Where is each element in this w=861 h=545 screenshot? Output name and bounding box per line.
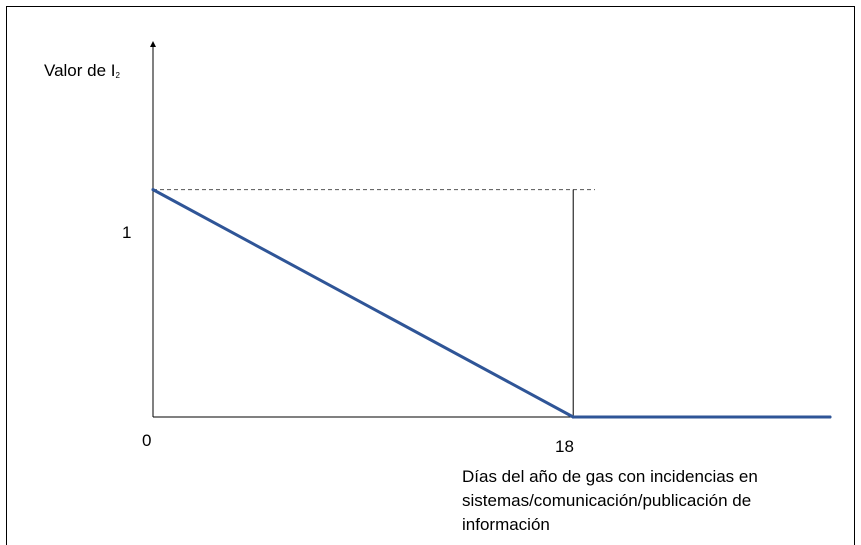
- x-axis-title: Días del año de gas con incidencias en s…: [462, 467, 758, 534]
- series-0-point-0: [151, 188, 155, 192]
- x-tick-label-0: 0: [142, 431, 152, 450]
- series-group: [151, 188, 832, 419]
- y-tick-label-1: 1: [122, 223, 132, 242]
- x-tick-label-18: 18: [555, 437, 574, 456]
- series-0-point-1: [571, 415, 575, 419]
- series-0-segment-0: [151, 188, 575, 419]
- chart-frame: [6, 6, 855, 545]
- y-axis-title: Valor de I2: [44, 61, 120, 80]
- series-0-point-2: [828, 415, 832, 419]
